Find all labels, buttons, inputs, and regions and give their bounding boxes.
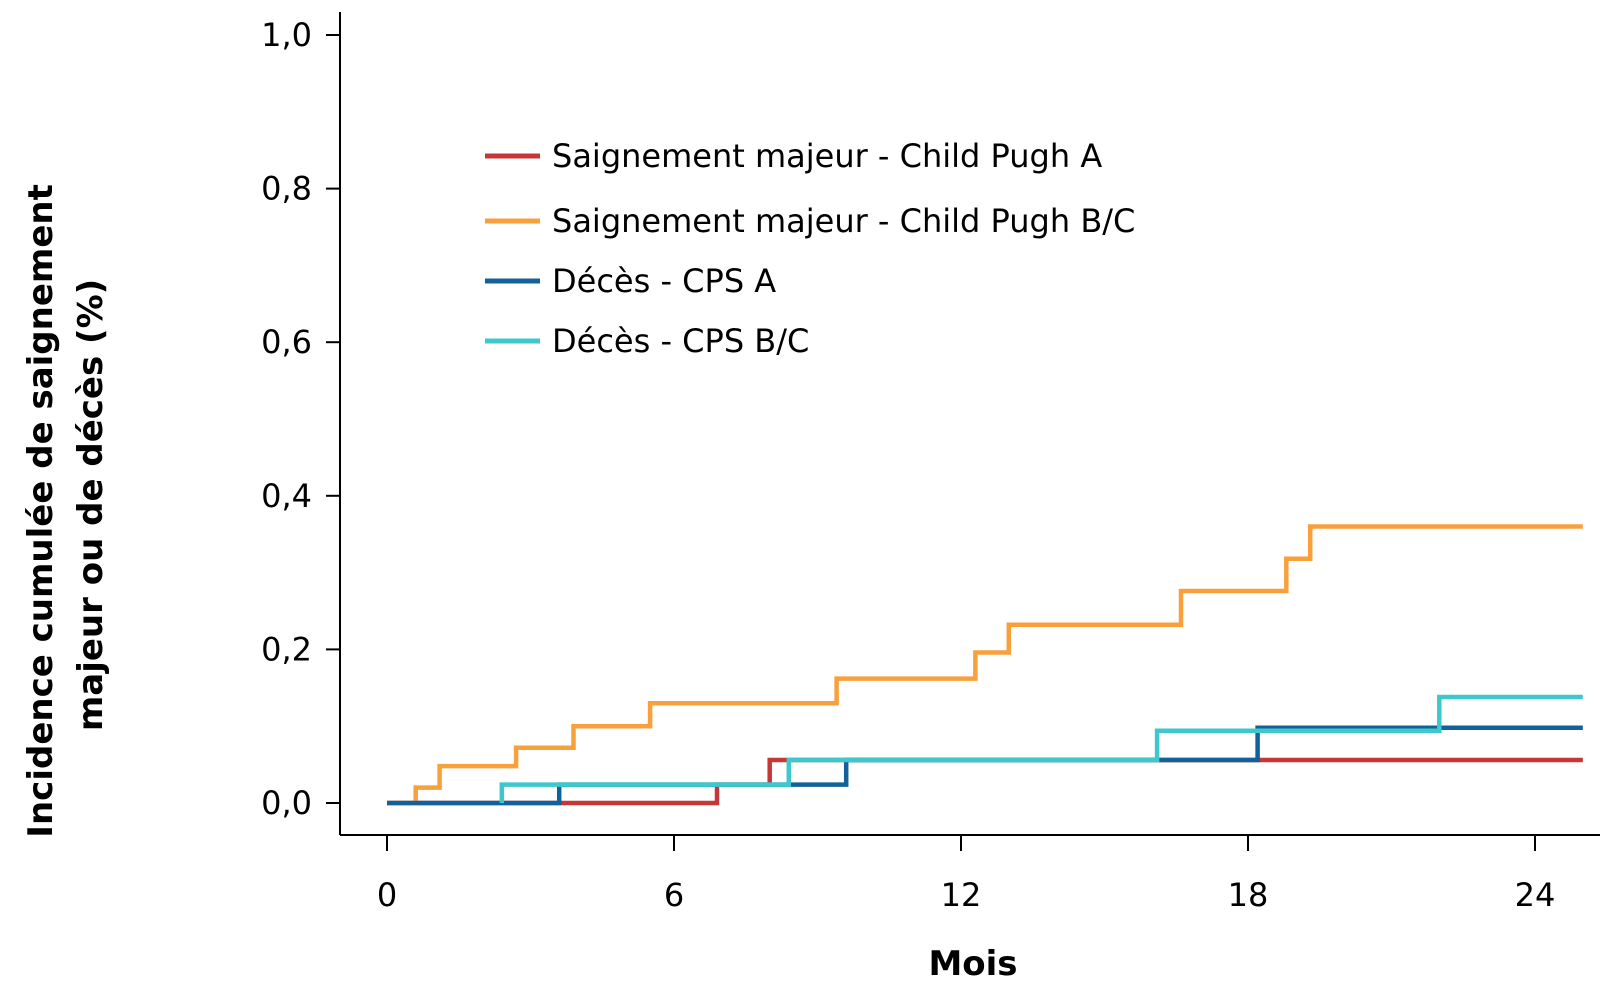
y-tick-label: 0,8 (261, 170, 312, 208)
series-line-2 (387, 524, 1583, 806)
x-tick-label: 18 (1228, 876, 1269, 914)
legend-label-2: Saignement majeur - Child Pugh B/C (552, 202, 1135, 240)
series-layer (387, 524, 1583, 806)
x-tick-label: 12 (941, 876, 982, 914)
legend: Saignement majeur - Child Pugh A Saigneme… (485, 137, 1135, 360)
y-tick-label: 0,4 (261, 477, 312, 515)
y-axis-title: Incidence cumulée de saignement majeur o… (21, 172, 111, 837)
x-axis-title: Mois (928, 944, 1017, 984)
x-axis-ticks: 0 6 12 18 24 (377, 835, 1556, 914)
series-line-3 (387, 725, 1583, 806)
y-axis-title-line-2: majeur ou de décès (%) (71, 279, 111, 731)
legend-label-4: Décès - CPS B/C (552, 322, 809, 360)
y-tick-label: 0,2 (261, 630, 312, 668)
x-tick-label: 24 (1515, 876, 1556, 914)
y-tick-label: 0,6 (261, 323, 312, 361)
series-line-1 (387, 757, 1583, 806)
x-tick-label: 0 (377, 876, 397, 914)
y-tick-label: 0,0 (261, 784, 312, 822)
legend-label-1: Saignement majeur - Child Pugh A (552, 137, 1102, 175)
series-line-4 (499, 694, 1583, 803)
legend-label-3: Décès - CPS A (552, 262, 776, 300)
y-tick-label: 1,0 (261, 16, 312, 54)
y-axis-ticks: 0,0 0,2 0,4 0,6 0,8 1,0 (261, 16, 340, 822)
x-tick-label: 6 (664, 876, 684, 914)
y-axis-title-line-1: Incidence cumulée de saignement (21, 184, 61, 838)
